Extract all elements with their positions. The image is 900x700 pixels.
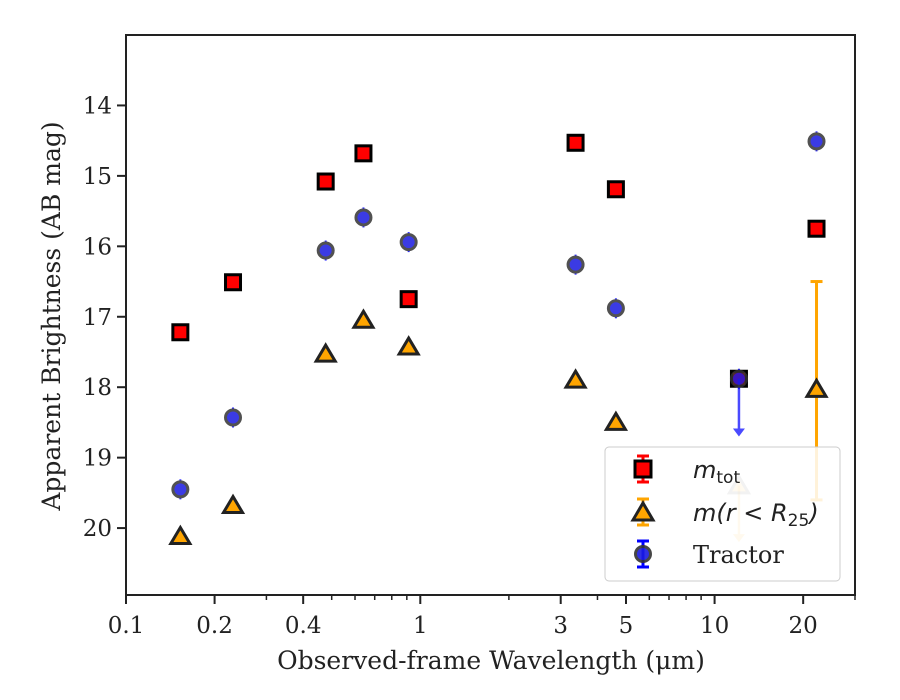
- x-axis-label: Observed-frame Wavelength (μm): [277, 646, 705, 675]
- y-tick-label: 14: [83, 93, 112, 119]
- marker-mtot: [807, 219, 826, 238]
- marker-tractor: [224, 407, 243, 428]
- marker-mr: [563, 368, 588, 389]
- x-tick-label: 5: [619, 613, 634, 639]
- y-tick-label: 19: [83, 446, 112, 472]
- marker-mr: [313, 342, 338, 363]
- x-tick-label: 3: [553, 613, 568, 639]
- marker-mr: [603, 410, 629, 431]
- x-tick-label: 1: [413, 613, 428, 639]
- legend-label-mtot: mtot: [693, 456, 740, 488]
- marker-tractor: [399, 232, 418, 253]
- marker-mtot: [224, 273, 243, 292]
- plot-frame: [125, 34, 856, 596]
- y-ticks: 14 15 16 17 18 19 20: [83, 93, 126, 542]
- y-tick-label: 16: [83, 234, 112, 260]
- x-tick-label: 0.1: [108, 613, 145, 639]
- marker-mr: [804, 377, 829, 398]
- marker-mtot: [566, 133, 585, 152]
- marker-tractor: [354, 207, 373, 228]
- legend: mtot m(r < R25) Tractor: [604, 446, 841, 582]
- data-layer: [168, 131, 829, 546]
- legend-marker-mtot: [633, 454, 653, 484]
- marker-mr: [168, 524, 193, 546]
- marker-mtot: [606, 180, 625, 199]
- y-tick-label: 17: [83, 305, 112, 331]
- marker-mr: [220, 493, 246, 515]
- x-tick-label: 20: [789, 613, 818, 639]
- marker-mtot: [399, 290, 418, 309]
- marker-tractor: [566, 254, 585, 275]
- legend-marker-mr: [630, 497, 656, 527]
- x-tick-label: 0.4: [285, 613, 322, 639]
- marker-mtot: [354, 144, 373, 163]
- marker-tractor: [171, 479, 190, 500]
- legend-box: [604, 446, 841, 582]
- y-tick-label: 18: [83, 375, 112, 401]
- marker-tractor: [316, 240, 335, 261]
- marker-mtot: [171, 323, 190, 342]
- marker-tractor: [606, 298, 625, 319]
- y-tick-label: 20: [83, 516, 112, 542]
- x-tick-label: 0.2: [196, 613, 233, 639]
- x-tick-label: 10: [700, 613, 729, 639]
- marker-mr: [396, 335, 421, 356]
- marker-tractor: [729, 368, 748, 389]
- legend-label-mr: m(r < R25): [693, 499, 819, 531]
- marker-mr: [351, 308, 376, 329]
- y-axis-label: Apparent Brightness (AB mag): [37, 121, 66, 511]
- x-ticks: 0.1 0.2 0.4 1 3 5 10 20: [108, 595, 856, 639]
- legend-label-tractor: Tractor: [693, 541, 784, 569]
- y-tick-label: 15: [83, 164, 112, 190]
- marker-tractor: [807, 131, 826, 152]
- legend-marker-tractor: [634, 539, 652, 569]
- marker-mtot: [316, 172, 335, 191]
